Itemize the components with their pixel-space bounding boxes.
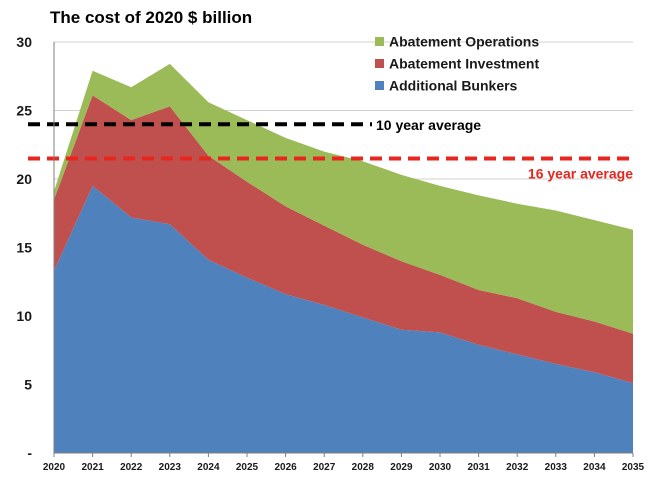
x-tick-label: 2028	[352, 462, 375, 473]
x-tick-label: 2024	[197, 462, 220, 473]
legend-swatch	[375, 59, 384, 68]
y-tick-label: 30	[16, 34, 32, 50]
area-abatement-operations	[54, 63, 633, 334]
area-abatement-investment	[54, 95, 633, 384]
x-tick-label: 2026	[274, 462, 297, 473]
y-tick-label: -	[27, 445, 32, 461]
x-tick-label: 2027	[313, 462, 336, 473]
y-tick-label: 25	[16, 103, 32, 119]
y-tick-label: 10	[16, 308, 32, 324]
legend-label: Abatement Operations	[389, 34, 539, 50]
x-tick-label: 2033	[545, 462, 568, 473]
x-tick-label: 2029	[390, 462, 413, 473]
legend-label: Additional Bunkers	[389, 78, 518, 94]
x-tick-label: 2032	[506, 462, 529, 473]
x-tick-label: 2031	[467, 462, 490, 473]
x-tick-label: 2035	[622, 462, 645, 473]
x-tick-label: 2020	[43, 462, 66, 473]
legend-swatch	[375, 81, 384, 90]
x-tick-label: 2030	[429, 462, 452, 473]
x-tick-label: 2034	[583, 462, 606, 473]
average-line-label: 10 year average	[376, 117, 481, 133]
legend-label: Abatement Investment	[389, 56, 539, 72]
chart-title: The cost of 2020 $ billion	[50, 8, 252, 27]
y-tick-label: 20	[16, 171, 32, 187]
average-lines: 10 year average 16 year average	[28, 117, 633, 181]
x-tick-label: 2021	[81, 462, 104, 473]
legend: Abatement Operations Abatement Investment…	[375, 34, 539, 94]
x-tick-label: 2025	[236, 462, 259, 473]
x-tick-label: 2022	[120, 462, 143, 473]
stacked-areas	[54, 63, 633, 453]
area-additional-bunkers	[54, 185, 633, 453]
average-line-label: 16 year average	[528, 165, 633, 181]
y-tick-label: 5	[24, 377, 32, 393]
x-tick-label: 2023	[159, 462, 182, 473]
y-tick-label: 15	[16, 240, 32, 256]
legend-swatch	[375, 37, 384, 46]
